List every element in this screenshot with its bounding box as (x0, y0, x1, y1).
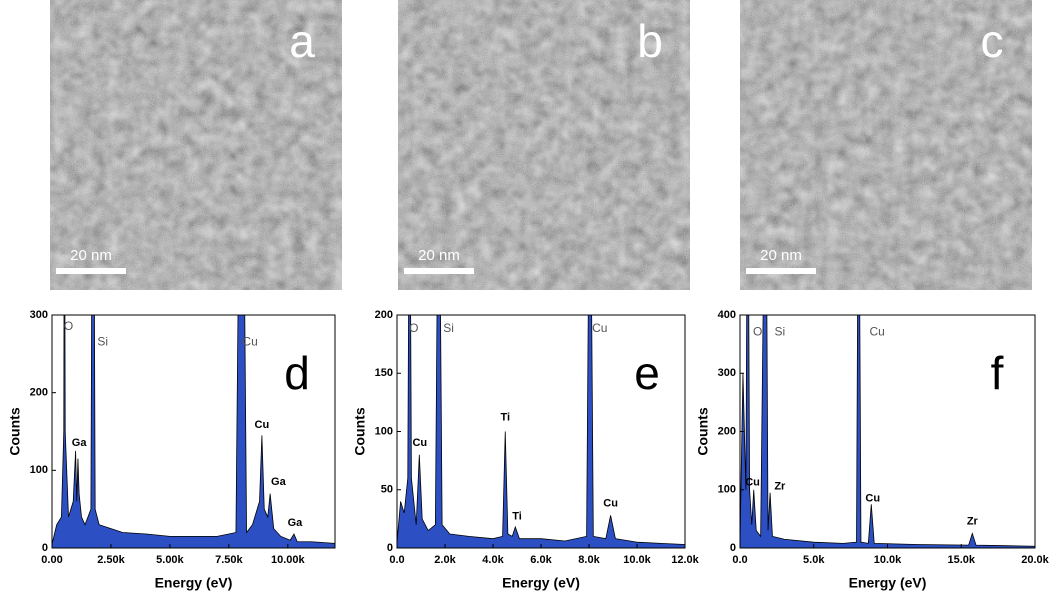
scale-bar (56, 268, 126, 274)
y-tick-label: 0 (730, 542, 736, 554)
y-tick-label: 150 (375, 367, 393, 379)
x-tick-label: 15.0k (947, 554, 975, 566)
scale-bar-label: 20 nm (760, 247, 802, 264)
scale-bar (746, 268, 816, 274)
peak-label: O (64, 319, 73, 333)
y-axis-title: Counts (7, 407, 23, 455)
peak-label: Si (443, 321, 454, 335)
x-tick-label: 2.50k (97, 554, 125, 566)
x-axis-title: Energy (eV) (849, 575, 927, 591)
x-tick-label: 0.0 (732, 554, 747, 566)
peak-label: Cu (242, 334, 257, 348)
peak-label: Cu (865, 492, 880, 504)
y-axis-title: Counts (352, 407, 368, 455)
panel-label: d (284, 347, 310, 399)
peak-label: Ti (512, 510, 522, 522)
peak-label: Cu (412, 437, 427, 449)
scale-bar-label: 20 nm (418, 247, 460, 264)
x-tick-label: 2.0k (434, 554, 456, 566)
peak-label: Ga (72, 437, 88, 449)
spectrum-area (740, 315, 1035, 548)
scale-bar (404, 268, 474, 274)
y-tick-label: 300 (30, 309, 48, 321)
micrograph (740, 0, 1032, 290)
x-tick-label: 12.0k (671, 554, 699, 566)
peak-label: Zr (774, 481, 786, 493)
peak-label: O (753, 325, 762, 339)
x-tick-label: 10.0k (623, 554, 651, 566)
y-axis-title: Counts (695, 407, 711, 455)
x-tick-label: 8.0k (578, 554, 600, 566)
x-tick-label: 10.0k (874, 554, 902, 566)
tem-image: c 20 nm (740, 0, 1032, 290)
spectrum-line (397, 315, 685, 545)
tem-image: a 20 nm (50, 0, 342, 290)
peak-label: O (409, 321, 418, 335)
x-tick-label: 0.0 (389, 554, 404, 566)
y-tick-label: 100 (375, 425, 393, 437)
x-tick-label: 4.0k (482, 554, 504, 566)
scale-bar-label: 20 nm (70, 247, 112, 264)
y-tick-label: 200 (30, 387, 48, 399)
panel-label: b (637, 15, 663, 67)
peak-label: Cu (255, 419, 270, 431)
spectrum-line (52, 315, 335, 545)
panel-label: e (634, 347, 660, 399)
y-tick-label: 50 (381, 484, 393, 496)
y-tick-label: 0 (42, 542, 48, 554)
x-tick-label: 7.50k (215, 554, 243, 566)
micrograph (398, 0, 690, 290)
peak-label: Ti (500, 411, 510, 423)
spectrum-line (740, 315, 1035, 547)
y-tick-label: 0 (387, 542, 393, 554)
x-axis-title: Energy (eV) (155, 575, 233, 591)
peak-label: Si (774, 325, 785, 339)
panel-label: a (289, 15, 315, 67)
peak-label: Cu (592, 321, 607, 335)
x-tick-label: 0.00 (41, 554, 62, 566)
x-tick-label: 5.00k (156, 554, 184, 566)
panel-label: c (981, 15, 1004, 67)
peak-label: Si (97, 334, 108, 348)
x-tick-label: 20.0k (1021, 554, 1049, 566)
tem-image: b 20 nm (398, 0, 690, 290)
spectrum-area (52, 315, 335, 548)
peak-label: Cu (745, 477, 760, 489)
peak-label: Cu (603, 498, 618, 510)
peak-label: Ga (271, 476, 287, 488)
x-tick-label: 5.0k (803, 554, 825, 566)
peak-label: Zr (967, 516, 979, 528)
peak-label: Ga (288, 517, 304, 529)
x-axis-title: Energy (eV) (502, 575, 580, 591)
y-tick-label: 200 (375, 309, 393, 321)
x-tick-label: 6.0k (530, 554, 552, 566)
y-tick-label: 400 (718, 309, 736, 321)
peak-label: Cu (870, 325, 885, 339)
x-tick-label: 10.00k (271, 554, 306, 566)
y-tick-label: 100 (30, 464, 48, 476)
plot-frame (51, 314, 336, 549)
y-tick-label: 300 (718, 367, 736, 379)
panel-label: f (991, 347, 1004, 399)
micrograph (50, 0, 342, 290)
y-tick-label: 200 (718, 425, 736, 437)
y-tick-label: 100 (718, 484, 736, 496)
